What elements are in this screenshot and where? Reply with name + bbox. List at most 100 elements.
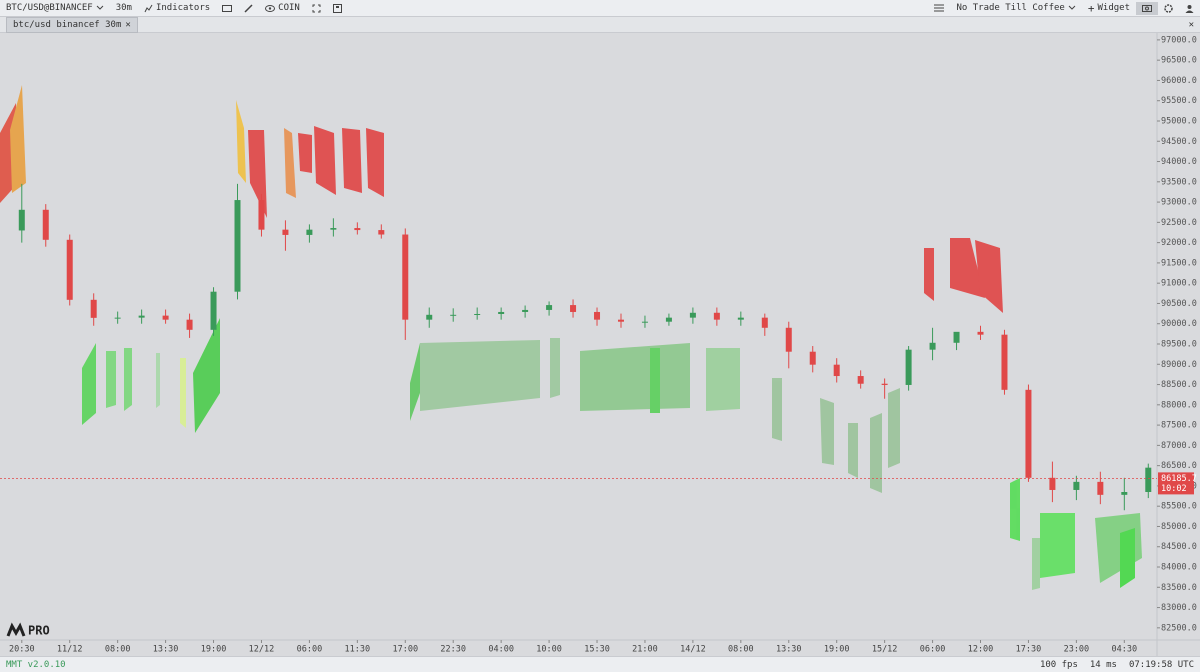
zone: [410, 343, 420, 421]
gear-icon: [1164, 3, 1173, 13]
zone: [124, 348, 132, 411]
zone: [706, 348, 740, 411]
x-tick-label: 14/12: [680, 645, 706, 655]
indicators-button[interactable]: Indicators: [138, 3, 216, 13]
candle-body: [977, 331, 984, 335]
settings-button[interactable]: [1158, 3, 1179, 13]
interval: 30m: [115, 3, 132, 13]
logo: PRO: [6, 622, 50, 638]
candle-body: [426, 314, 433, 320]
list-icon: [934, 4, 945, 12]
symbol-button[interactable]: BTC/USD@BINANCEF: [0, 3, 110, 13]
fullscreen-icon: [312, 4, 321, 12]
candle-body: [857, 376, 864, 384]
x-tick-label: 17:00: [392, 645, 418, 655]
fullscreen-button[interactable]: [306, 4, 327, 13]
plot-area: [0, 33, 1157, 640]
zone: [342, 128, 362, 193]
zone: [580, 343, 690, 411]
y-tick-label: 93500.0: [1161, 177, 1197, 187]
version: MMT v2.0.10: [6, 659, 66, 670]
x-tick-label: 13:30: [776, 645, 802, 655]
zone: [1120, 528, 1135, 588]
zone: [366, 128, 384, 197]
x-tick-label: 19:00: [824, 645, 850, 655]
candle-body: [617, 319, 624, 322]
zone: [193, 318, 220, 433]
x-tick-label: 13:30: [153, 645, 179, 655]
last-price-label: 86185.7: [1161, 474, 1197, 484]
zone: [106, 351, 116, 408]
logo-text: PRO: [28, 624, 50, 638]
zone: [420, 340, 540, 411]
candle-body: [18, 209, 25, 231]
x-tick-label: 11:30: [345, 645, 371, 655]
camera-icon: [1142, 5, 1152, 12]
x-tick-label: 08:00: [728, 645, 754, 655]
layout-button[interactable]: No Trade Till Coffee: [950, 3, 1081, 13]
y-tick-label: 94500.0: [1161, 137, 1197, 147]
x-tick-label: 19:00: [201, 645, 227, 655]
chevron: [96, 5, 104, 10]
y-tick-label: 85500.0: [1161, 502, 1197, 512]
user-button[interactable]: [1179, 4, 1200, 13]
candle-body: [474, 313, 481, 315]
screenshot-button[interactable]: [1136, 1, 1158, 15]
y-tick-label: 92500.0: [1161, 218, 1197, 228]
candle-body: [546, 305, 553, 310]
coin-button[interactable]: COIN: [259, 3, 306, 13]
save-icon: [332, 3, 342, 13]
candle-body: [1049, 477, 1056, 490]
x-tick-label: 12:00: [968, 645, 994, 655]
candle-body: [114, 317, 121, 319]
y-tick-label: 89000.0: [1161, 360, 1197, 370]
zone: [924, 248, 934, 301]
x-tick-label: 08:00: [105, 645, 131, 655]
y-tick-label: 86500.0: [1161, 461, 1197, 471]
candle-body: [594, 311, 601, 320]
y-tick-label: 92000.0: [1161, 238, 1197, 248]
candle-body: [1097, 481, 1104, 495]
x-tick-label: 12/12: [249, 645, 275, 655]
tab-close[interactable]: ✕: [125, 19, 131, 30]
candle-body: [42, 209, 49, 240]
interval-button[interactable]: 30m: [110, 3, 138, 13]
candle-body: [138, 315, 145, 318]
zone: [284, 128, 296, 198]
candle-body: [689, 312, 696, 318]
widget-label: Widget: [1097, 3, 1130, 13]
candle-body: [570, 305, 577, 312]
close-all-button[interactable]: ✕: [1188, 19, 1194, 30]
zone: [314, 126, 336, 195]
y-tick-label: 96000.0: [1161, 76, 1197, 86]
candle-body: [641, 321, 648, 323]
y-tick-label: 84000.0: [1161, 563, 1197, 573]
y-tick-label: 90500.0: [1161, 299, 1197, 309]
candle-body: [522, 309, 529, 312]
chart-tab[interactable]: btc/usd binancef 30m ✕: [6, 16, 138, 33]
candle-body: [929, 342, 936, 350]
candle-body: [1121, 492, 1128, 495]
widget-button[interactable]: + Widget: [1082, 2, 1136, 15]
indicators-icon: [144, 4, 153, 12]
chart: PRO 82500.0 83000.0 83500.0 84000.0 84500.0 8…: [0, 33, 1200, 656]
list-button[interactable]: [928, 4, 950, 12]
x-tick-label: 06:00: [297, 645, 323, 655]
zone: [950, 238, 985, 298]
candle-body: [833, 364, 840, 377]
zone: [1032, 538, 1040, 590]
candle-body: [1001, 334, 1008, 390]
y-tick-label: 84500.0: [1161, 542, 1197, 552]
candle-body: [809, 351, 816, 365]
zone: [870, 413, 882, 493]
y-tick-label: 93000.0: [1161, 198, 1197, 208]
draw-button[interactable]: [238, 3, 259, 13]
candle-body: [498, 311, 505, 314]
zone: [298, 133, 312, 173]
y-tick-label: 91500.0: [1161, 258, 1197, 268]
candle-body: [1073, 481, 1080, 490]
zone: [848, 423, 858, 478]
save-button[interactable]: [327, 3, 348, 13]
countdown-label: 10:02: [1161, 484, 1187, 494]
folder-button[interactable]: [216, 4, 238, 12]
